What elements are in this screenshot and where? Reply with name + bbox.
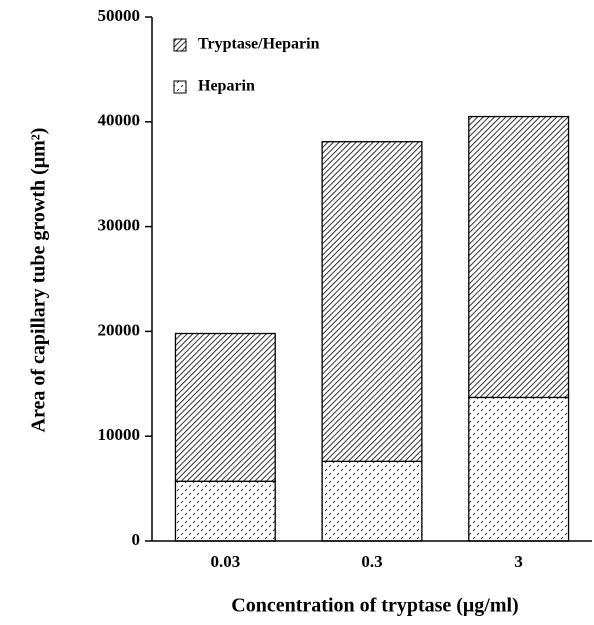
y-axis-label: Area of capillary tube growth (μm²) <box>28 128 50 433</box>
bar-segment <box>468 115 570 399</box>
legend-label: Tryptase/Heparin <box>198 36 320 53</box>
x-axis-label: Concentration of tryptase (μg/ml) <box>231 595 518 617</box>
y-tick-label: 40000 <box>98 111 141 130</box>
bar-segment <box>174 480 276 542</box>
x-tick-label: 0.3 <box>361 552 382 571</box>
y-tick-label: 0 <box>132 530 141 549</box>
bar-segment <box>321 460 423 542</box>
y-tick-label: 20000 <box>98 320 141 339</box>
y-tick-label: 50000 <box>98 6 141 25</box>
y-tick-label: 30000 <box>98 216 141 235</box>
bar-segment <box>174 332 276 482</box>
legend-swatch <box>173 80 187 94</box>
legend-swatch <box>173 38 187 52</box>
bar-segment <box>468 396 570 542</box>
x-tick-label: 0.03 <box>210 552 240 571</box>
legend-label: Heparin <box>198 78 255 95</box>
y-tick-label: 10000 <box>98 425 141 444</box>
bar-segment <box>321 141 423 463</box>
x-tick-label: 3 <box>514 552 523 571</box>
